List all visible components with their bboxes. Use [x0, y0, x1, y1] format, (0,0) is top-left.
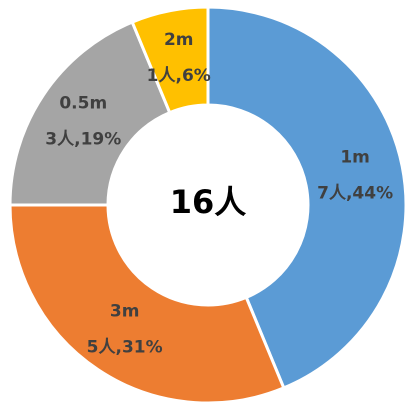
- slice-value-label: 1人,6%: [147, 66, 211, 86]
- slice-category: 3m: [110, 302, 140, 322]
- slice-category: 0.5m: [59, 94, 107, 114]
- center-label: 16人: [170, 183, 247, 221]
- donut-slice: [8, 203, 286, 403]
- donut-slice: [8, 20, 172, 207]
- donut-slice: [130, 5, 210, 115]
- slice-category: 1m: [340, 148, 370, 168]
- donut-slice: [206, 5, 405, 390]
- slice-category: 2m: [164, 30, 194, 50]
- slice-value-label: 5人,31%: [87, 338, 163, 358]
- slice-value-label: 7人,44%: [317, 184, 393, 204]
- slice-value-label: 3人,19%: [45, 130, 121, 150]
